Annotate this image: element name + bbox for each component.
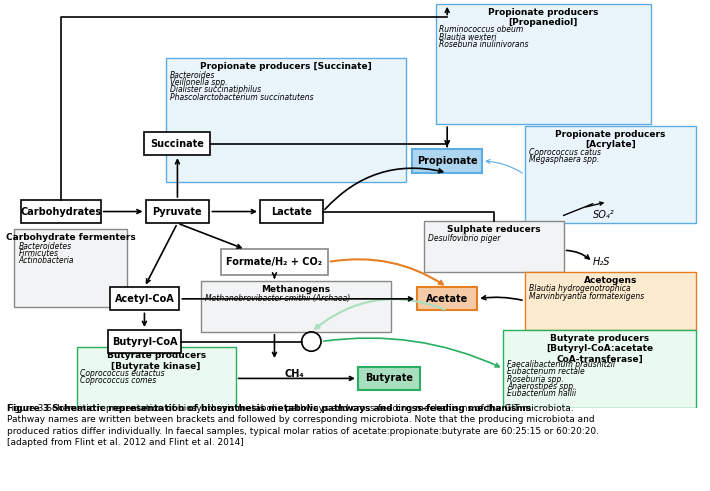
Text: Butyrate producers
[Butyryl-CoA:acetate
CoA-transferase]: Butyrate producers [Butyryl-CoA:acetate … <box>546 334 653 364</box>
Text: Lactate: Lactate <box>271 207 312 217</box>
Text: Methanogens: Methanogens <box>261 285 330 294</box>
FancyBboxPatch shape <box>417 287 477 310</box>
FancyBboxPatch shape <box>261 200 324 223</box>
Text: Phascolarctobacterium succinatutens: Phascolarctobacterium succinatutens <box>170 92 313 102</box>
Text: Butyrate producers
[Butyrate kinase]: Butyrate producers [Butyrate kinase] <box>106 351 206 371</box>
FancyBboxPatch shape <box>14 229 127 306</box>
Text: Actinobacteria: Actinobacteria <box>18 256 74 265</box>
Text: Megasphaera spp.: Megasphaera spp. <box>529 155 599 164</box>
Text: Carbohydrates: Carbohydrates <box>21 207 102 217</box>
FancyBboxPatch shape <box>108 330 181 353</box>
Text: Roseburia inulinivorans: Roseburia inulinivorans <box>439 40 529 49</box>
Text: Coprococcus catus: Coprococcus catus <box>529 148 601 157</box>
Text: Pyruvate: Pyruvate <box>153 207 202 217</box>
FancyBboxPatch shape <box>503 330 696 408</box>
Text: Dialister succinatiphilus: Dialister succinatiphilus <box>170 85 261 94</box>
Text: Ruminococcus obeum: Ruminococcus obeum <box>439 26 524 34</box>
Text: SO₄²: SO₄² <box>593 211 614 220</box>
Text: Desulfovibrio piger: Desulfovibrio piger <box>427 234 500 243</box>
FancyBboxPatch shape <box>201 281 391 332</box>
Text: Carbohydrate fermenters: Carbohydrate fermenters <box>6 233 136 242</box>
Text: Veillonella spp.: Veillonella spp. <box>170 78 227 87</box>
FancyBboxPatch shape <box>144 132 210 155</box>
Text: H₂S: H₂S <box>593 257 610 267</box>
Text: Eubacterium hallii: Eubacterium hallii <box>508 389 577 398</box>
Text: Acetyl-CoA: Acetyl-CoA <box>114 294 175 304</box>
Text: Methanobrevibacter smithii (Archaea): Methanobrevibacter smithii (Archaea) <box>204 294 350 303</box>
FancyBboxPatch shape <box>525 272 696 330</box>
Text: CH₄: CH₄ <box>284 369 304 379</box>
Text: Propionate producers
[Acrylate]: Propionate producers [Acrylate] <box>555 130 665 149</box>
Text: Figure 3 Schematic representation of biosynthesis metabolic pathways and cross-f: Figure 3 Schematic representation of bio… <box>7 405 599 447</box>
FancyBboxPatch shape <box>166 58 406 183</box>
Text: Acetogens: Acetogens <box>584 275 637 285</box>
Text: Propionate producers [Succinate]: Propionate producers [Succinate] <box>200 62 372 71</box>
Text: Firmicutes: Firmicutes <box>18 249 58 258</box>
FancyBboxPatch shape <box>146 200 209 223</box>
Text: Bacteroides: Bacteroides <box>170 71 215 80</box>
Text: Roseburia spp.: Roseburia spp. <box>508 375 564 383</box>
Text: Sulphate reducers: Sulphate reducers <box>447 225 540 234</box>
Text: Eubacterium rectale: Eubacterium rectale <box>508 367 585 377</box>
Text: Anaerostipes spp.: Anaerostipes spp. <box>508 382 576 391</box>
Text: Blautia wexteri: Blautia wexteri <box>439 32 497 42</box>
Text: Formate/H₂ + CO₂: Formate/H₂ + CO₂ <box>226 257 322 267</box>
FancyBboxPatch shape <box>221 249 328 274</box>
FancyBboxPatch shape <box>424 221 564 272</box>
Text: Succinate: Succinate <box>151 138 204 149</box>
Text: Acetate: Acetate <box>426 294 469 304</box>
FancyBboxPatch shape <box>435 4 651 124</box>
FancyBboxPatch shape <box>109 287 180 310</box>
FancyBboxPatch shape <box>77 347 236 408</box>
Text: Figure 3 Schematic representation of biosynthesis metabolic pathways and cross-f: Figure 3 Schematic representation of bio… <box>7 405 531 413</box>
Text: Bacteroidetes: Bacteroidetes <box>18 242 72 251</box>
FancyBboxPatch shape <box>413 149 482 173</box>
FancyBboxPatch shape <box>21 200 101 223</box>
Text: Propionate producers
[Propanediol]: Propionate producers [Propanediol] <box>488 8 599 27</box>
Text: Coprococcus eutactus: Coprococcus eutactus <box>80 369 165 378</box>
Text: Blautia hydrogenotrophica: Blautia hydrogenotrophica <box>529 284 630 294</box>
FancyBboxPatch shape <box>358 367 420 390</box>
Text: Faecalibacterium prausnitzii: Faecalibacterium prausnitzii <box>508 360 616 369</box>
FancyBboxPatch shape <box>525 126 696 223</box>
Text: Butyryl-CoA: Butyryl-CoA <box>111 336 178 347</box>
Text: Propionate: Propionate <box>417 156 478 166</box>
Text: Butyrate: Butyrate <box>365 374 413 383</box>
Text: Marvinbryantia formatexigens: Marvinbryantia formatexigens <box>529 292 644 300</box>
Text: Coprococcus comes: Coprococcus comes <box>80 376 157 385</box>
